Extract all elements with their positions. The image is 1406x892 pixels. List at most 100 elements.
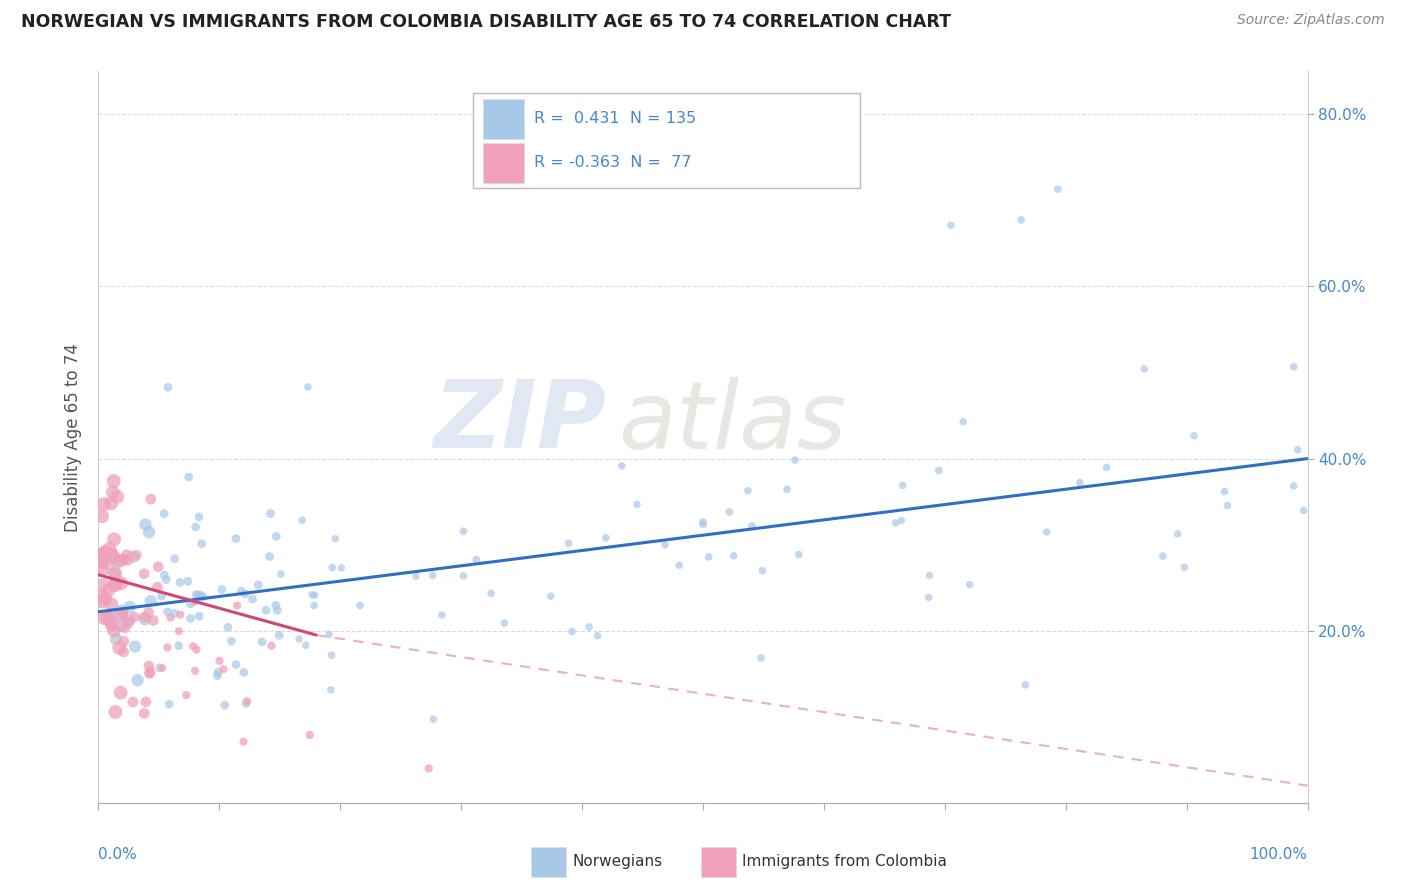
Point: [319, 682, 342, 697]
Point: [91, 547, 114, 561]
FancyBboxPatch shape: [482, 99, 524, 138]
Point: [302, 599, 325, 613]
Point: [422, 712, 444, 726]
Point: [148, 661, 170, 675]
Point: [1069, 475, 1091, 490]
Text: Source: ZipAtlas.com: Source: ZipAtlas.com: [1237, 13, 1385, 28]
Point: [304, 588, 326, 602]
Point: [1010, 212, 1032, 227]
Point: [112, 634, 135, 648]
Point: [134, 706, 156, 721]
Point: [101, 618, 124, 632]
Point: [626, 497, 648, 511]
Point: [122, 549, 145, 564]
Point: [595, 531, 617, 545]
Point: [100, 547, 122, 561]
Point: [103, 474, 125, 488]
Point: [91, 509, 114, 524]
Point: [465, 552, 488, 566]
Point: [139, 665, 162, 679]
Point: [91, 563, 114, 577]
Point: [169, 575, 191, 590]
Point: [422, 568, 444, 582]
Text: atlas: atlas: [619, 377, 846, 468]
Point: [891, 478, 914, 492]
Point: [884, 516, 907, 530]
Point: [181, 640, 204, 654]
Point: [91, 549, 114, 563]
Point: [138, 525, 160, 540]
Text: R = -0.363  N =  77: R = -0.363 N = 77: [534, 155, 692, 170]
Point: [103, 624, 125, 638]
Point: [103, 566, 125, 581]
Point: [97, 583, 120, 598]
Point: [150, 661, 173, 675]
Point: [142, 614, 165, 628]
Point: [135, 695, 157, 709]
Point: [1282, 479, 1305, 493]
Point: [110, 576, 132, 591]
Point: [918, 591, 941, 605]
Text: Norwegians: Norwegians: [572, 854, 662, 869]
Point: [260, 639, 283, 653]
Point: [959, 577, 981, 591]
Point: [112, 552, 135, 566]
Point: [91, 594, 114, 608]
Point: [242, 592, 264, 607]
Point: [111, 604, 134, 618]
FancyBboxPatch shape: [474, 94, 860, 188]
Point: [105, 554, 128, 568]
Point: [118, 600, 141, 615]
Point: [453, 524, 475, 538]
Point: [153, 507, 176, 521]
Point: [301, 588, 323, 602]
Point: [125, 548, 148, 562]
Point: [108, 640, 131, 655]
Point: [1216, 499, 1239, 513]
Point: [952, 415, 974, 429]
Point: [91, 555, 114, 569]
Point: [139, 492, 162, 507]
Point: [191, 590, 214, 604]
Point: [177, 470, 200, 484]
Point: [692, 517, 714, 532]
Point: [250, 635, 273, 649]
Point: [115, 548, 138, 562]
FancyBboxPatch shape: [482, 143, 524, 183]
Point: [208, 654, 231, 668]
Point: [540, 589, 562, 603]
Point: [295, 638, 318, 652]
Point: [692, 515, 714, 529]
Point: [918, 568, 941, 582]
Point: [235, 697, 257, 711]
Point: [93, 611, 115, 625]
Point: [150, 589, 173, 603]
Point: [418, 761, 440, 775]
Point: [96, 557, 118, 571]
Point: [111, 607, 134, 621]
Point: [157, 380, 180, 394]
Point: [787, 548, 810, 562]
Point: [122, 610, 145, 624]
Point: [232, 665, 254, 680]
Point: [100, 597, 122, 611]
Point: [134, 610, 156, 624]
Point: [232, 734, 254, 748]
Point: [127, 673, 149, 688]
Point: [100, 610, 122, 624]
Point: [96, 611, 118, 625]
Point: [163, 607, 186, 621]
Point: [1173, 560, 1195, 574]
Point: [138, 666, 160, 681]
Point: [184, 520, 207, 534]
Point: [91, 550, 114, 565]
Point: [156, 640, 179, 655]
Point: [266, 603, 288, 617]
Point: [98, 541, 121, 556]
Point: [269, 628, 291, 642]
Point: [737, 483, 759, 498]
Text: Immigrants from Colombia: Immigrants from Colombia: [742, 854, 946, 869]
Point: [890, 514, 912, 528]
Point: [103, 549, 125, 564]
Point: [211, 582, 233, 597]
